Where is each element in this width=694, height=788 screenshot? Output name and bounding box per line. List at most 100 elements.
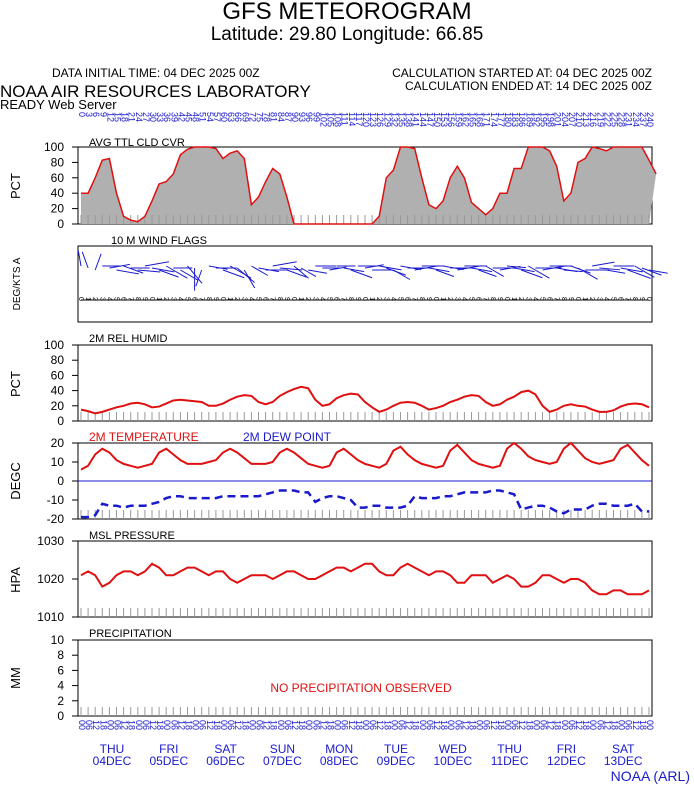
bottom-hour-label: 00 [247, 720, 257, 730]
wind-barb [648, 269, 668, 274]
wind-panel-frame [77, 245, 653, 323]
bottom-hour-label: 06 [595, 720, 605, 730]
wind-station-label: 7 [340, 297, 347, 301]
top-hour-label: 75 [255, 112, 265, 122]
top-hour-label: 39 [169, 112, 179, 122]
top-hour-label: 84 [276, 112, 286, 122]
bottom-hour-label: 06 [539, 720, 549, 730]
top-hour-label: 204 [560, 112, 570, 127]
day-date-label: 06DEC [206, 754, 245, 768]
wind-station-label: 2 [588, 297, 595, 301]
top-hour-label: 165 [468, 112, 478, 127]
top-hour-label: 87 [283, 112, 293, 122]
wind-barb [577, 267, 598, 280]
wind-station-label: 6 [546, 297, 553, 301]
top-hour-label: 219 [595, 112, 605, 127]
day-name-label: SUN [270, 742, 295, 756]
bottom-hour-label: 12 [375, 720, 385, 730]
top-hour-label: 147 [425, 112, 435, 127]
wind-barb [379, 265, 402, 271]
wind-station-label: 6 [120, 297, 127, 301]
bottom-hour-label: 18 [468, 720, 478, 730]
wind-station-label: 2 [375, 297, 382, 301]
temp-line [80, 441, 650, 471]
top-hour-label: 66 [233, 112, 243, 122]
wind-barb [364, 264, 384, 269]
bottom-hour-label: 06 [198, 720, 208, 730]
dewpoint-line [81, 489, 649, 519]
temp-ytick: 10 [51, 455, 65, 469]
calc-started: CALCULATION STARTED AT: 04 DEC 2025 00Z [392, 66, 652, 80]
wind-barb [77, 250, 82, 267]
wind-station-label: 6 [262, 297, 269, 301]
bottom-hour-label: 18 [155, 720, 165, 730]
wind-station-label: 4 [318, 297, 325, 301]
bottom-hour-label: 00 [617, 720, 627, 730]
bottom-hour-label: 18 [610, 720, 620, 730]
wind-station-label: 8 [205, 297, 212, 301]
bottom-hour-label: 18 [297, 720, 307, 730]
wind-barb [478, 269, 497, 277]
top-hour-label: 171 [482, 112, 492, 127]
bottom-hour-label: 00 [560, 720, 570, 730]
temp-ytick: -20 [47, 512, 65, 526]
wind-barb [506, 265, 526, 269]
wind-station-label: 2 [446, 297, 453, 301]
wind-station-label: 5 [468, 297, 475, 301]
wind-ylabel: DEG/KTS A [12, 257, 23, 310]
top-hour-label: 138 [404, 112, 414, 127]
bottom-hour-label: 12 [120, 720, 130, 730]
top-hour-label: 63 [226, 112, 236, 122]
wind-barb [123, 265, 144, 274]
top-hour-label: 159 [453, 112, 463, 127]
day-date-label: 08DEC [320, 754, 359, 768]
day-name-label: MON [325, 742, 353, 756]
wind-station-label: 1 [297, 297, 304, 301]
wind-barb [528, 265, 550, 279]
rh-line [80, 385, 650, 415]
rh-title: 2M REL HUMID [89, 333, 167, 345]
wind-station-label: 1 [368, 297, 375, 301]
day-date-label: 13DEC [604, 754, 643, 768]
bottom-hour-label: 06 [113, 720, 123, 730]
top-hour-label: 99 [311, 112, 321, 122]
day-date-label: 04DEC [93, 754, 132, 768]
bottom-hour-label: 12 [290, 720, 300, 730]
credit: NOAA (ARL) [610, 768, 690, 784]
wind-barb [195, 269, 203, 287]
top-hour-label: 45 [184, 112, 194, 122]
wind-barb [599, 267, 621, 271]
bottom-hour-label: 06 [453, 720, 463, 730]
wind-station-label: 3 [595, 297, 602, 301]
wind-station-label: 1 [84, 297, 91, 301]
wind-station-label: 8 [560, 297, 567, 301]
pressure-ylabel: HPA [8, 567, 23, 593]
wind-barb [471, 267, 493, 273]
wind-barb [300, 267, 317, 278]
rh-ytick: 0 [57, 414, 64, 428]
top-hour-label: 231 [624, 112, 634, 127]
rh-ytick: 20 [51, 399, 65, 413]
wind-station-label: 3 [169, 297, 176, 301]
precip-panel-frame [77, 639, 653, 717]
day-date-label: 09DEC [377, 754, 416, 768]
precip-note: NO PRECIPITATION OBSERVED [270, 681, 452, 695]
wind-station-label: 6 [475, 297, 482, 301]
wind-barb [329, 266, 347, 271]
bottom-hour-label: 00 [276, 720, 286, 730]
wind-station-label: 9 [141, 297, 148, 301]
wind-barb [137, 269, 161, 273]
wind-station-label: 7 [624, 297, 631, 301]
top-hour-label: 120 [361, 112, 371, 127]
cloud-ylabel: PCT [8, 173, 23, 199]
wind-station-label: 0 [432, 297, 439, 301]
bottom-hour-label: 00 [304, 720, 314, 730]
wind-station-label: 0 [645, 297, 652, 301]
wind-barb [94, 253, 102, 271]
bottom-hour-label: 00 [162, 720, 172, 730]
wind-barb [393, 269, 411, 280]
top-hour-label: 42 [176, 112, 186, 122]
wind-station-label: 9 [425, 297, 432, 301]
wind-barb [116, 269, 139, 275]
